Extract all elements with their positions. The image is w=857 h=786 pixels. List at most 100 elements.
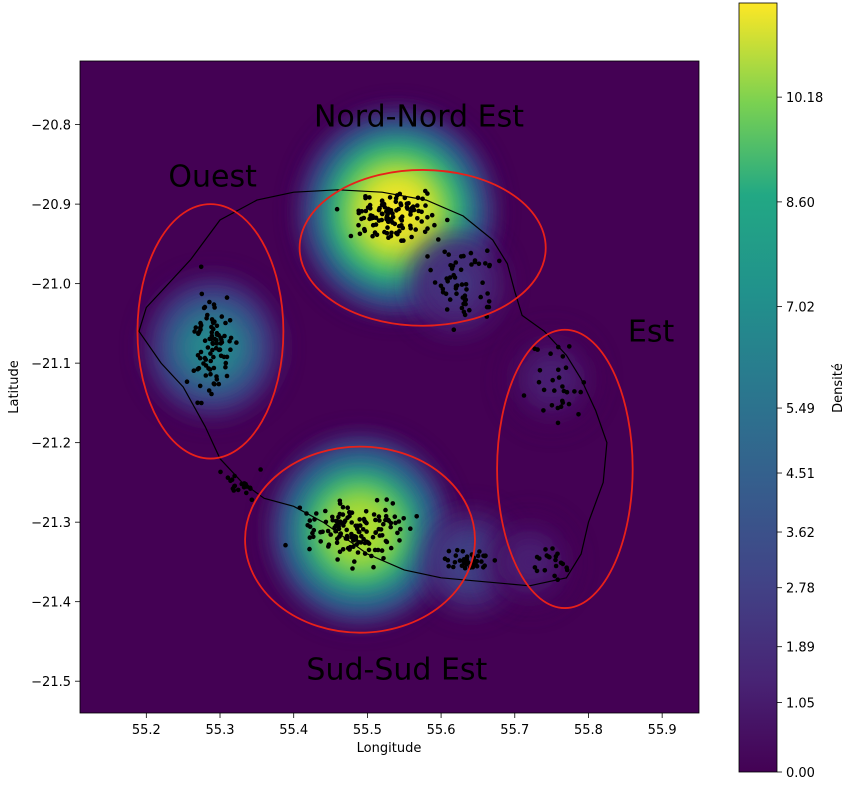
- observation-point: [401, 516, 407, 521]
- observation-point: [365, 205, 371, 210]
- observation-point: [459, 282, 465, 287]
- observation-point: [384, 497, 390, 502]
- observation-point: [323, 508, 328, 514]
- observation-point: [211, 354, 216, 360]
- y-axis: −20.8 −20.9 −21.0 −21.1 −21.2 −21.3 −21.4 −21.5: [31, 119, 80, 690]
- observation-point: [544, 553, 550, 558]
- x-tick-label: 55.5: [353, 723, 382, 738]
- observation-point: [206, 388, 212, 393]
- observation-point: [350, 566, 355, 571]
- observation-point: [406, 201, 411, 206]
- observation-point: [219, 314, 225, 319]
- observation-point: [542, 568, 548, 573]
- observation-point: [402, 195, 408, 201]
- observation-point: [388, 524, 394, 530]
- observation-point: [354, 542, 360, 547]
- observation-point: [486, 304, 492, 310]
- observation-point: [232, 473, 237, 479]
- observation-point: [397, 538, 402, 543]
- observation-point: [486, 299, 492, 304]
- observation-point: [243, 481, 248, 487]
- observation-point: [451, 272, 457, 278]
- observation-point: [244, 490, 249, 496]
- observation-point: [472, 259, 478, 265]
- observation-point: [356, 222, 361, 228]
- observation-point: [336, 514, 341, 520]
- observation-point: [581, 380, 587, 385]
- observation-point: [214, 377, 220, 382]
- observation-point: [258, 467, 263, 472]
- x-tick-label: 55.6: [427, 723, 456, 738]
- observation-point: [334, 518, 339, 524]
- observation-point: [578, 389, 583, 395]
- observation-point: [210, 341, 216, 347]
- observation-point: [209, 330, 215, 335]
- observation-point: [419, 209, 424, 215]
- observation-point: [367, 195, 372, 200]
- observation-point: [451, 327, 457, 333]
- observation-point: [362, 540, 368, 546]
- observation-point: [326, 542, 332, 547]
- observation-point: [202, 304, 208, 310]
- observation-point: [203, 357, 209, 362]
- observation-point: [553, 563, 559, 569]
- observation-point: [356, 210, 362, 216]
- observation-point: [560, 354, 566, 359]
- observation-point: [396, 206, 401, 212]
- observation-point: [464, 562, 470, 567]
- colorbar-tick-label: 8.60: [786, 196, 815, 211]
- observation-point: [338, 531, 344, 536]
- observation-point: [397, 229, 402, 234]
- observation-point: [209, 391, 214, 397]
- y-tick-label: −21.1: [31, 357, 71, 372]
- plot-frame: [79, 60, 700, 714]
- observation-point: [312, 517, 317, 522]
- observation-point: [479, 559, 484, 564]
- observation-point: [208, 351, 213, 356]
- observation-point: [344, 527, 350, 533]
- observation-point: [216, 381, 222, 387]
- observation-point: [457, 558, 463, 563]
- colorbar-tick-label: 3.62: [786, 526, 815, 541]
- observation-point: [447, 297, 453, 302]
- observation-point: [375, 547, 381, 553]
- region-ellipse-3: [244, 445, 476, 634]
- observation-point: [564, 565, 569, 570]
- observation-point: [521, 393, 527, 398]
- observation-point: [415, 216, 420, 221]
- observation-point: [442, 556, 448, 561]
- observation-point: [422, 229, 428, 235]
- observation-point: [366, 547, 372, 553]
- observation-point: [445, 279, 451, 284]
- region-ellipses: [136, 169, 634, 634]
- observation-point: [340, 512, 346, 517]
- observation-point: [376, 526, 382, 532]
- observation-point: [383, 513, 389, 519]
- observation-point: [202, 338, 208, 344]
- observation-point: [227, 318, 233, 323]
- y-tick-label: −20.9: [31, 198, 71, 213]
- x-tick-label: 55.4: [279, 723, 308, 738]
- observation-point: [352, 559, 357, 564]
- observation-point: [483, 261, 488, 266]
- observation-point: [423, 203, 428, 208]
- observation-point: [414, 514, 420, 519]
- colorbar-tick-label: 2.78: [786, 582, 815, 597]
- x-tick-label: 55.8: [574, 723, 603, 738]
- observation-point: [453, 260, 459, 265]
- observation-point: [448, 263, 453, 268]
- observation-point: [337, 549, 343, 555]
- observation-point: [429, 212, 435, 218]
- observation-point: [558, 404, 564, 410]
- observation-point: [228, 335, 234, 341]
- colorbar-tick-label: 7.02: [786, 301, 815, 316]
- x-tick-label: 55.7: [500, 723, 529, 738]
- observation-point: [198, 264, 204, 270]
- observation-point: [474, 558, 480, 564]
- observation-point: [415, 203, 420, 208]
- observation-point: [223, 360, 229, 366]
- observation-point: [370, 534, 376, 540]
- observation-point: [364, 529, 369, 534]
- y-tick-label: −21.2: [31, 437, 71, 452]
- observation-point: [199, 400, 204, 406]
